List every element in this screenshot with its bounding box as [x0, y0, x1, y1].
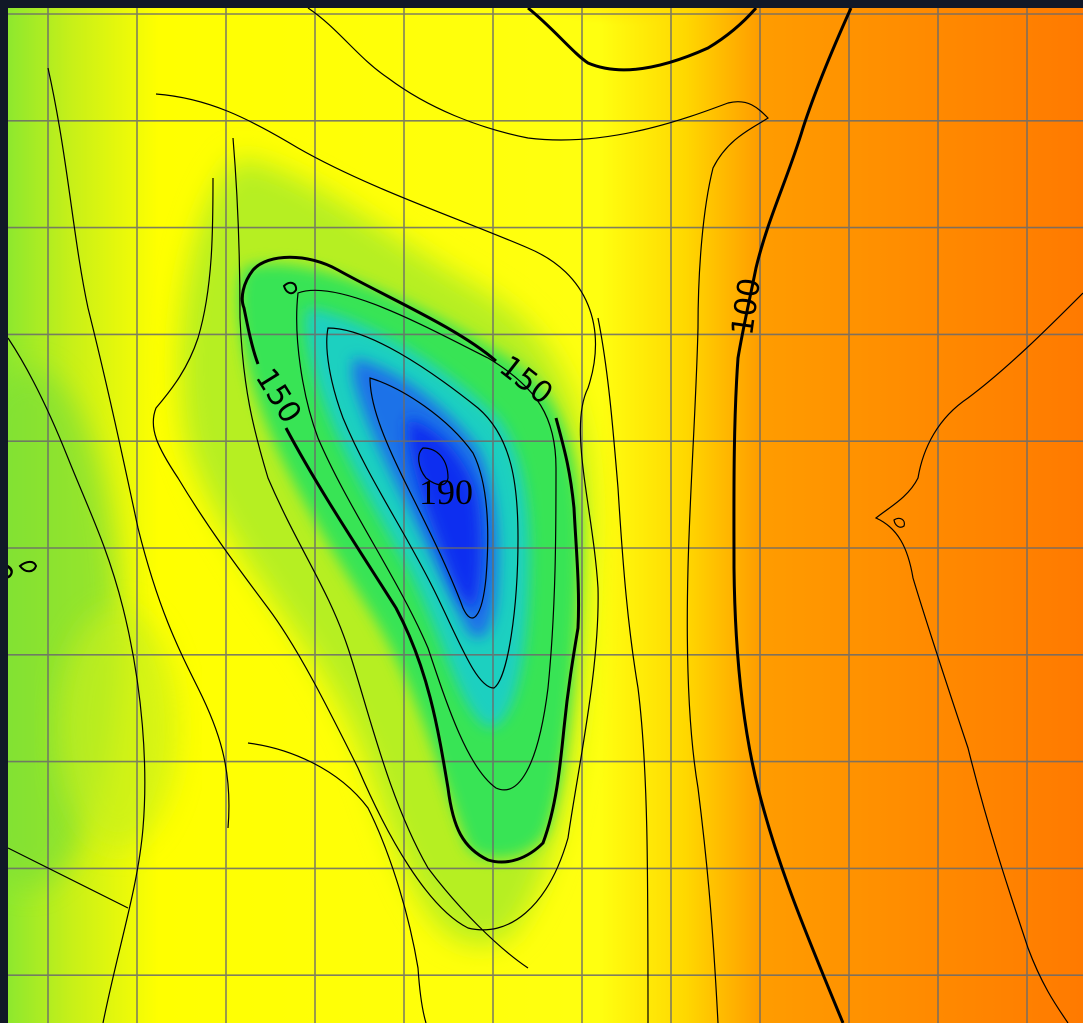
contour-120-upper: [307, 8, 769, 1023]
grid-lines: [8, 8, 1083, 1023]
contour-150: [240, 255, 581, 864]
contour-110-right: [874, 292, 1083, 1023]
contour-label-100: 100: [725, 276, 768, 338]
contour-190: [418, 447, 449, 486]
top-warm-region: [463, 8, 803, 98]
contour-130: [232, 137, 529, 969]
contour-small-loop-1: [282, 281, 298, 295]
contour-110-left: [8, 742, 427, 1023]
contour-100: [732, 8, 853, 1023]
contour-small-loop-2: [893, 517, 905, 528]
contour-110-lower: [597, 317, 649, 1023]
contour-lines: [8, 8, 1083, 1023]
lower-left-green: [58, 608, 178, 848]
contour-160: [296, 289, 557, 791]
contour-170: [326, 327, 519, 689]
contour-edge-fragment: [18, 560, 38, 573]
contour-100-top: [527, 8, 758, 72]
contour-120-inner: [47, 67, 230, 829]
color-field: [8, 8, 1083, 1023]
contour-140: [152, 93, 599, 931]
contour-heatmap: 100 150 150 190 0: [8, 8, 1083, 1023]
contour-120-left: [8, 337, 146, 1023]
deep-blue-core: [407, 418, 482, 608]
contour-label-190: 190: [419, 472, 473, 512]
contour-180: [369, 377, 489, 619]
